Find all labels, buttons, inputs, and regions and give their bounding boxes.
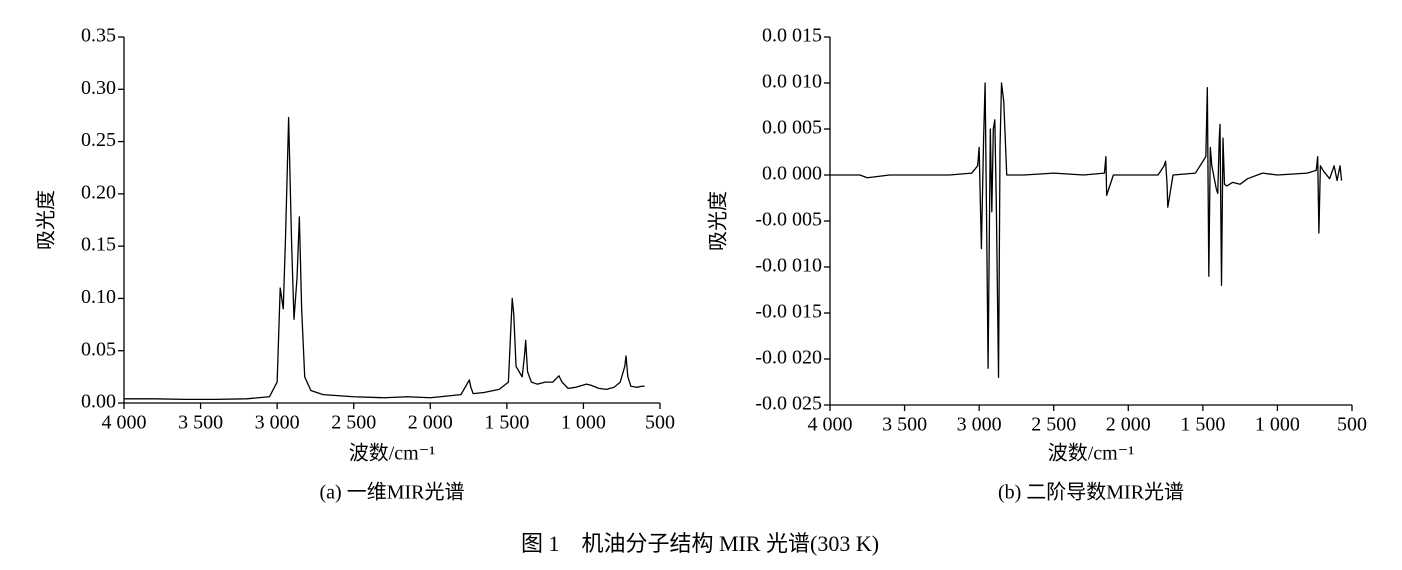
spectrum-line [830,82,1343,379]
x-tick-label: 2 000 [408,412,453,434]
subplot-caption: (a) 一维MIR光谱 [320,481,465,504]
y-tick-label: 0.30 [81,77,116,99]
subplot-caption: (b) 二阶导数MIR光谱 [998,481,1184,504]
x-tick-label: 3 000 [255,412,300,434]
x-tick-label: 4 000 [102,412,147,434]
y-tick-label: 0.0 000 [762,163,822,185]
x-tick-label: 4 000 [808,414,853,436]
y-tick-label: 0.0 005 [762,117,822,139]
x-axis-label: 波数/cm⁻¹ [1048,442,1135,465]
y-tick-label: 0.20 [81,181,116,203]
x-tick-label: 3 500 [178,412,223,434]
x-tick-label: 1 500 [1180,414,1225,436]
x-tick-label: 3 000 [957,414,1002,436]
x-tick-label: 2 500 [331,412,376,434]
y-tick-label: 0.35 [81,25,116,47]
y-tick-label: -0.0 025 [755,393,822,415]
x-tick-label: 2 000 [1106,414,1151,436]
x-tick-label: 3 500 [882,414,927,436]
y-tick-label: 0.15 [81,234,116,256]
y-tick-label: 0.0 010 [762,71,822,93]
x-tick-label: 2 500 [1031,414,1076,436]
y-tick-label: -0.0 005 [755,209,822,231]
y-tick-label: -0.0 010 [755,255,822,277]
y-tick-label: 0.00 [81,391,116,413]
y-tick-label: 0.05 [81,338,116,360]
x-tick-label: 500 [1337,414,1367,436]
y-tick-label: 0.25 [81,129,116,151]
figure-caption: 图 1 机油分子结构 MIR 光谱(303 K) [521,531,879,556]
x-axis-label: 波数/cm⁻¹ [349,442,436,465]
y-axis-label: 吸光度 [35,190,58,250]
y-tick-label: 0.0 015 [762,25,822,47]
y-tick-label: -0.0 020 [755,347,822,369]
y-tick-label: 0.10 [81,286,116,308]
x-tick-label: 1 500 [484,412,529,434]
spectrum-line [124,116,645,400]
x-tick-label: 1 000 [561,412,606,434]
y-axis-label: 吸光度 [707,191,730,251]
x-tick-label: 1 000 [1255,414,1300,436]
x-tick-label: 500 [645,412,675,434]
y-tick-label: -0.0 015 [755,301,822,323]
